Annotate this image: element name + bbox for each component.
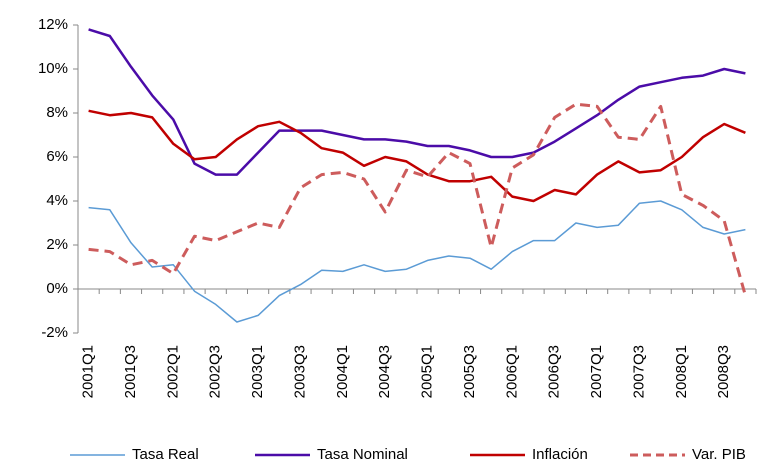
series-line <box>88 102 747 297</box>
x-tick-label: 2005Q3 <box>461 345 478 398</box>
x-tick-label: 2002Q1 <box>164 345 181 398</box>
x-tick-label: 2003Q1 <box>249 345 266 398</box>
x-tick-label: 2001Q1 <box>80 345 97 398</box>
y-tick-label: 0% <box>46 280 68 297</box>
x-tick-label: 2002Q3 <box>207 345 224 398</box>
y-tick-label: -2% <box>41 324 68 341</box>
y-tick-label: 10% <box>38 60 68 77</box>
y-tick-label: 4% <box>46 192 68 209</box>
x-tick-label: 2007Q3 <box>630 345 647 398</box>
legend-label: Tasa Nominal <box>317 446 408 463</box>
x-tick-label: 2005Q1 <box>419 345 436 398</box>
x-tick-label: 2007Q1 <box>588 345 605 398</box>
y-tick-label: 8% <box>46 104 68 121</box>
x-tick-label: 2008Q3 <box>715 345 732 398</box>
x-tick-label: 2006Q1 <box>503 345 520 398</box>
series-line <box>88 109 746 203</box>
x-tick-label: 2003Q3 <box>291 345 308 398</box>
y-tick-label: 12% <box>38 16 68 33</box>
x-tick-label: 2004Q3 <box>376 345 393 398</box>
y-tick-label: 2% <box>46 236 68 253</box>
legend-label: Inflación <box>532 446 588 463</box>
x-tick-label: 2004Q1 <box>334 345 351 398</box>
x-tick-label: 2008Q1 <box>673 345 690 398</box>
legend-label: Tasa Real <box>132 446 199 463</box>
x-tick-label: 2006Q3 <box>546 345 563 398</box>
legend-label: Var. PIB <box>692 446 746 463</box>
series-line <box>88 28 746 176</box>
x-tick-label: 2001Q3 <box>122 345 139 398</box>
series-line <box>88 200 746 323</box>
y-tick-label: 6% <box>46 148 68 165</box>
